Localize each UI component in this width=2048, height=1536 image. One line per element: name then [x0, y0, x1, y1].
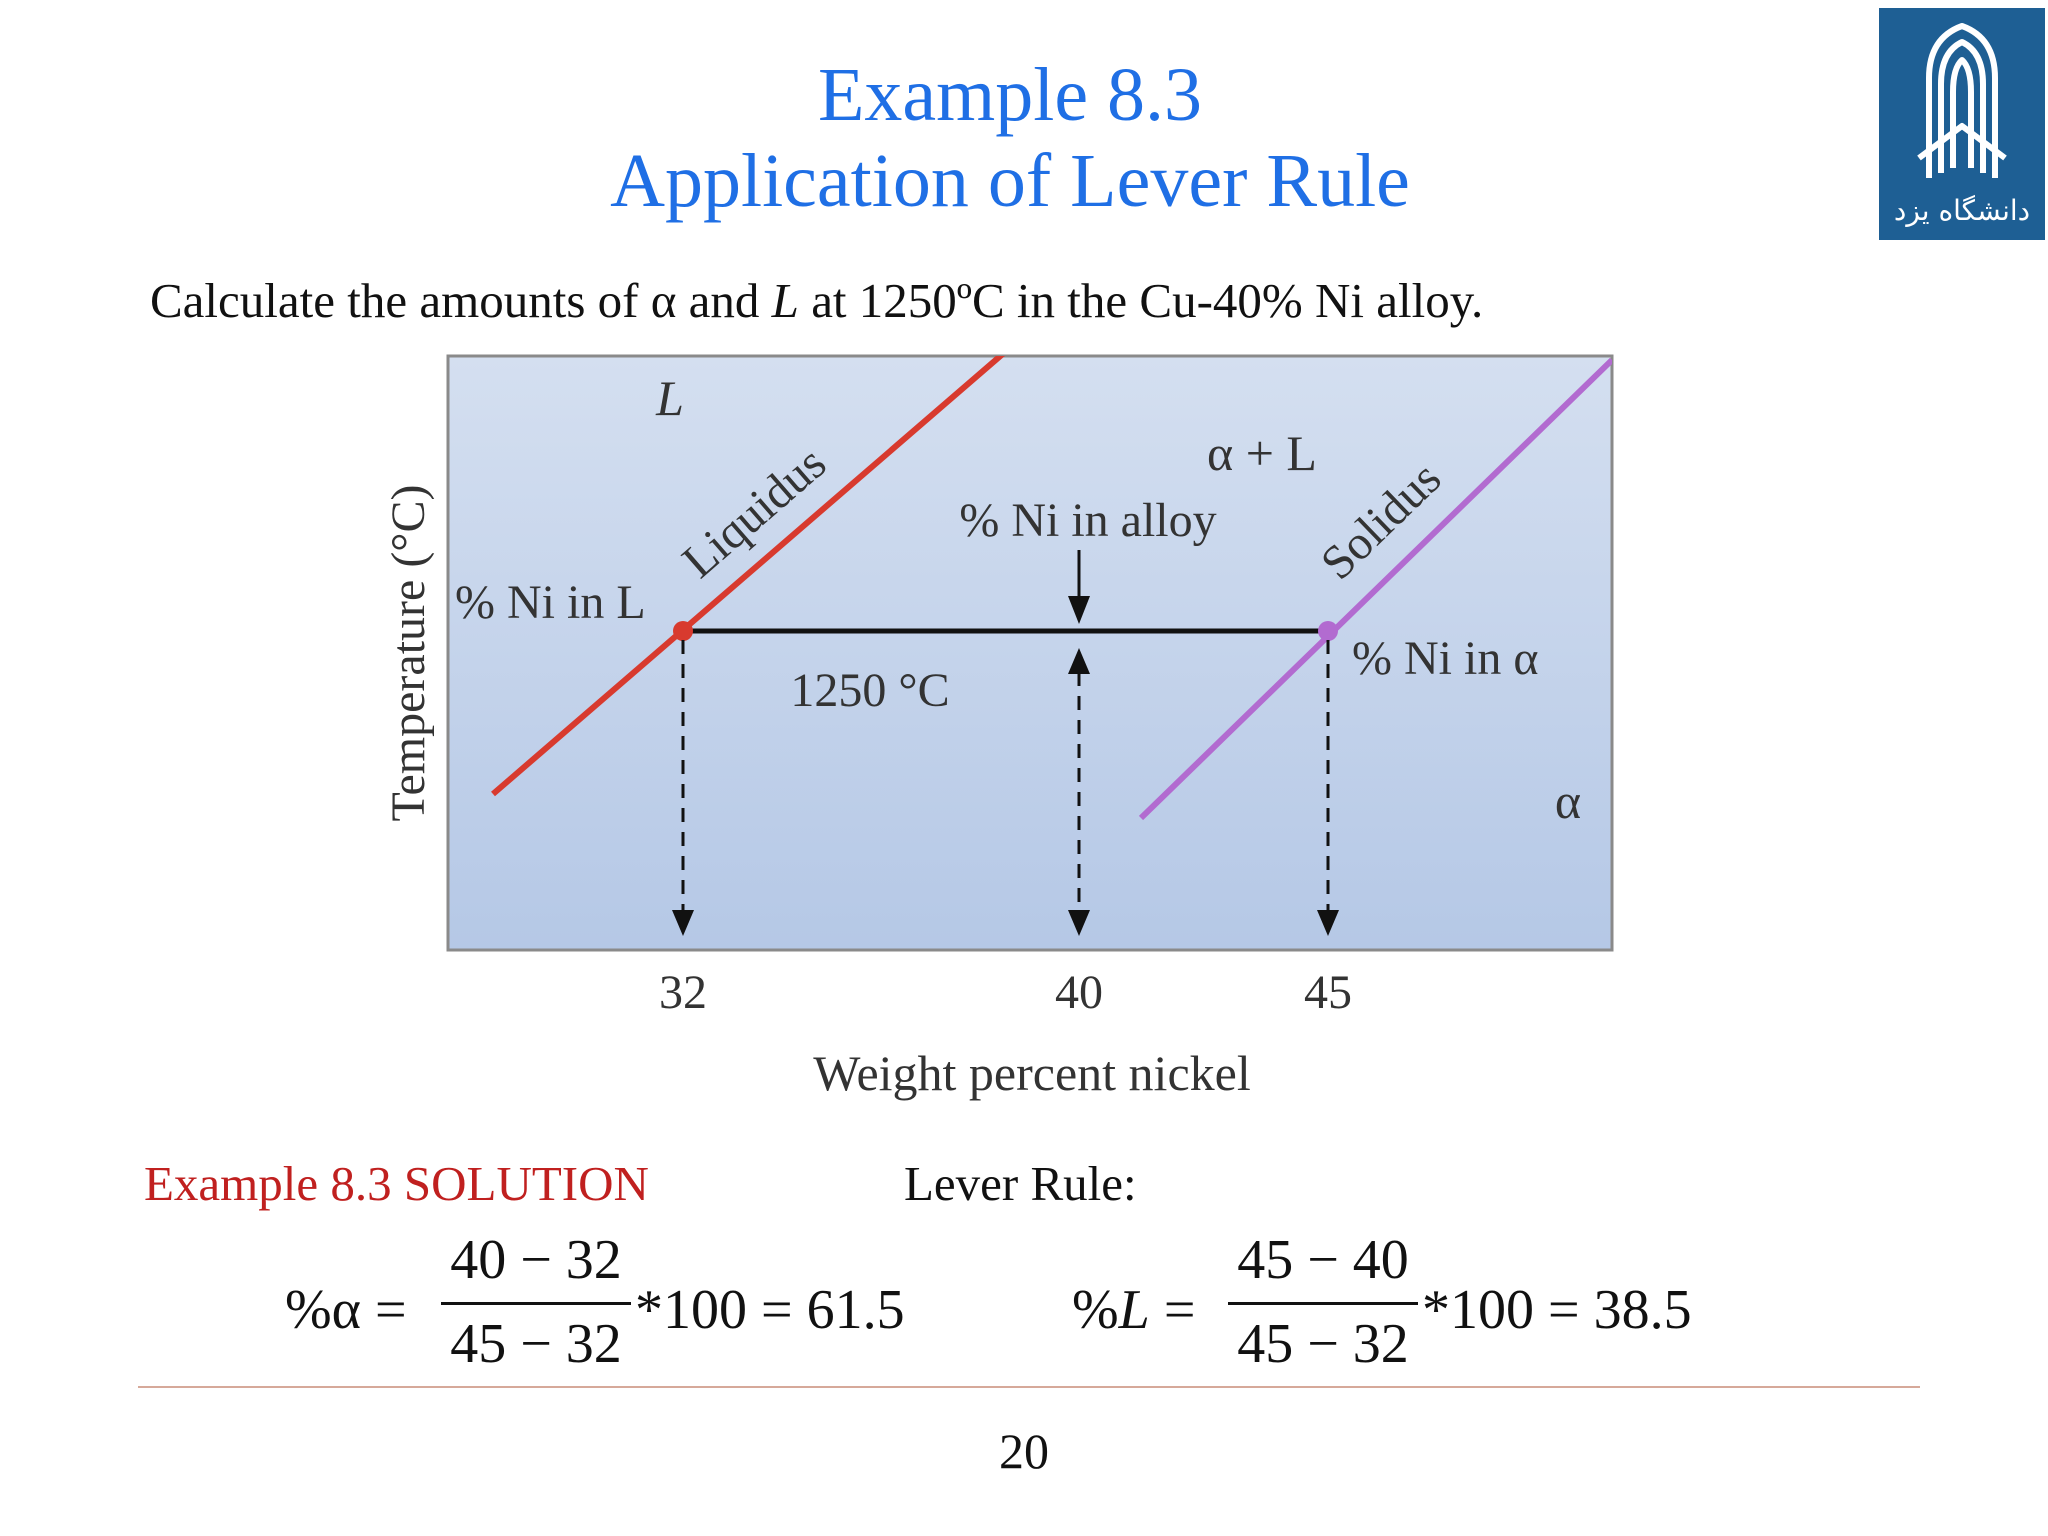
- region-label-L: L: [655, 370, 684, 426]
- question-liquid-symbol: L: [771, 273, 799, 328]
- liquid-lhs-equals: =: [1149, 1279, 1196, 1341]
- plot-area: [446, 354, 1614, 952]
- question-text: Calculate the amounts of α and L at 1250…: [150, 272, 1483, 329]
- page-number: 20: [999, 1423, 1049, 1479]
- logo-arch-outer-icon: [1926, 23, 1998, 178]
- liquid-lhs-symbol: L: [1118, 1279, 1150, 1341]
- solid-composition-point: [1318, 621, 1338, 641]
- ni-in-liquid-label: % Ni in L: [455, 576, 646, 629]
- arrow-down-40-icon: [1068, 910, 1090, 936]
- liquid-numerator: 45 − 40: [1237, 1229, 1409, 1291]
- x-tick-32: 32: [659, 966, 707, 1019]
- arrow-down-45-icon: [1317, 910, 1339, 936]
- liquid-equation: %L = 45 − 40 45 − 32 *100 = 38.5: [1072, 1228, 1772, 1388]
- ni-in-alloy-label: % Ni in alloy: [959, 494, 1216, 547]
- temperature-1250-label: 1250 °C: [790, 664, 949, 717]
- alpha-equation-lhs: %α =: [285, 1279, 407, 1341]
- lever-rule-heading: Lever Rule:: [904, 1156, 1137, 1211]
- x-tick-40: 40: [1055, 966, 1103, 1019]
- liquid-denominator: 45 − 32: [1237, 1313, 1409, 1375]
- question-suffix: at 1250ºC in the Cu-40% Ni alloy.: [798, 273, 1484, 328]
- region-label-alpha: α: [1555, 773, 1581, 829]
- x-axis-label: Weight percent nickel: [813, 1045, 1250, 1101]
- arrow-down-32-icon: [672, 910, 694, 936]
- alpha-equation: %α = 40 − 32 45 − 32 *100 = 61.5: [285, 1228, 965, 1388]
- solution-heading: Example 8.3 SOLUTION: [144, 1156, 649, 1211]
- logo-text: دانشگاه یزد: [1894, 194, 2030, 227]
- liquid-composition-point: [673, 621, 693, 641]
- alpha-denominator: 45 − 32: [450, 1313, 622, 1375]
- x-tick-45: 45: [1304, 966, 1352, 1019]
- liquidus-line: [491, 356, 1005, 797]
- alpha-numerator: 40 − 32: [450, 1229, 622, 1291]
- liquid-lhs-percent: %: [1072, 1279, 1119, 1341]
- alpha-fraction-bar: [441, 1302, 631, 1305]
- slide-title: Example 8.3 Application of Lever Rule: [400, 52, 1620, 224]
- footer-divider: [138, 1386, 1920, 1388]
- question-prefix: Calculate the amounts of α and: [150, 273, 772, 328]
- liquid-fraction-bar: [1228, 1302, 1418, 1305]
- alpha-equation-rhs: *100 = 61.5: [635, 1279, 905, 1341]
- university-logo: دانشگاه یزد: [1879, 8, 2045, 240]
- ni-in-alpha-label: % Ni in α: [1352, 632, 1538, 685]
- logo-arch-middle-icon: [1938, 39, 1986, 173]
- logo-chevron-icon: [1917, 123, 2007, 161]
- arrow-up-40-icon: [1068, 648, 1090, 674]
- title-line-1: Example 8.3: [817, 53, 1203, 137]
- region-label-alpha-plus-L: α + L: [1207, 425, 1317, 481]
- liquid-equation-lhs: %L =: [1072, 1278, 1195, 1342]
- phase-diagram: L α + L α Liquidus Solidus % Ni in L % N…: [382, 354, 1614, 1101]
- liquid-equation-rhs: *100 = 38.5: [1422, 1279, 1692, 1341]
- title-line-2: Application of Lever Rule: [610, 139, 1410, 223]
- logo-arch-inner-icon: [1950, 57, 1974, 168]
- y-axis-label: Temperature (°C): [382, 484, 435, 821]
- solidus-line: [1138, 357, 1612, 821]
- arrow-down-alloy-icon: [1068, 596, 1090, 624]
